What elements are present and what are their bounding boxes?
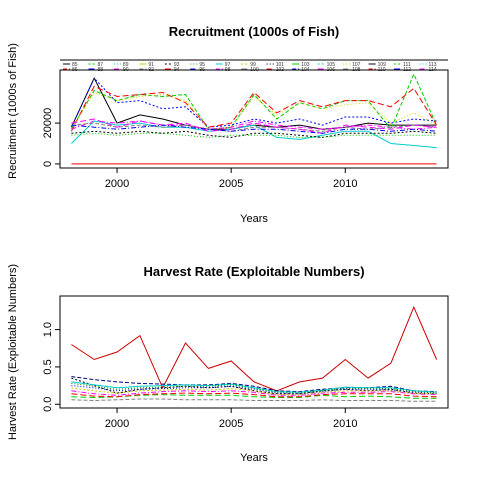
recruitment-legend-label-17: 101	[276, 62, 285, 68]
recruitment-series-line-9	[71, 130, 437, 138]
harvest-rate-x-tick-label-1: 2000	[105, 418, 129, 430]
recruitment-plot-frame	[59, 69, 449, 169]
harvest-rate-series-line-10	[71, 392, 437, 398]
harvest-rate-series-line-5	[71, 385, 437, 395]
recruitment-legend-label-3: 87	[97, 62, 103, 68]
recruitment-series-line-8	[71, 122, 437, 132]
recruitment-legend-label-5: 89	[123, 62, 129, 68]
recruitment-legend-label-19: 103	[301, 62, 310, 68]
recruitment-y-tick-label-2: 20000	[42, 108, 54, 139]
recruitment-series-line-7	[71, 120, 437, 149]
harvest-rate-y-tick-label-1: 0.0	[42, 397, 54, 412]
harvest-rate-series-line-8	[71, 398, 437, 402]
harvest-rate-ylabel: Harvest Rate (Exploitable Numbers)	[7, 264, 19, 440]
harvest-rate-xlabel: Years	[240, 452, 268, 464]
recruitment-legend-label-7: 91	[148, 62, 154, 68]
recruitment-legend-label-29: 113	[429, 62, 437, 68]
recruitment-title: Recruitment (1000s of Fish)	[169, 24, 340, 39]
recruitment-panel: Recruitment (1000s of Fish) Years Recrui…	[7, 24, 449, 225]
harvest-rate-series-line-1	[71, 305, 438, 392]
recruitment-series-line-5	[70, 91, 437, 130]
recruitment-series-line-11	[71, 132, 437, 138]
harvest-rate-series-line-2	[71, 376, 437, 393]
recruitment-series-line-12	[71, 124, 437, 134]
recruitment-x-tick-label-1: 2000	[105, 178, 129, 190]
recruitment-x-tick-label-3: 2010	[333, 178, 357, 190]
harvest-rate-series-line-7	[71, 381, 437, 393]
harvest-rate-series-line-9	[71, 387, 437, 396]
recruitment-legend-label-1: 85	[72, 62, 78, 68]
recruitment-legend-label-13: 97	[225, 62, 231, 68]
recruitment-y-tick-label-1: 0	[42, 161, 54, 167]
recruitment-legend-label-9: 93	[174, 62, 180, 68]
harvest-rate-series-line-4	[71, 394, 437, 399]
recruitment-legend-label-21: 105	[327, 62, 336, 68]
recruitment-legend-label-11: 95	[199, 62, 205, 68]
harvest-rate-y-tick-label-2: 0.5	[42, 359, 54, 374]
harvest-rate-panel: Harvest Rate (Exploitable Numbers) Years…	[7, 264, 449, 464]
recruitment-axes: 2000 2005 2010 0 20000	[42, 108, 358, 190]
harvest-rate-axes: 2000 2005 2010 0.0 0.5 1.0	[42, 322, 358, 430]
recruitment-series-group	[70, 72, 438, 165]
recruitment-legend-label-23: 107	[352, 62, 361, 68]
harvest-rate-series-line-6	[71, 390, 437, 396]
recruitment-xlabel: Years	[240, 213, 268, 225]
harvest-rate-series-line-11	[71, 382, 437, 394]
recruitment-legend-label-25: 109	[378, 62, 387, 68]
harvest-rate-series-group	[71, 305, 438, 402]
harvest-rate-x-tick-label-3: 2010	[333, 418, 357, 430]
recruitment-series-line-4	[70, 85, 438, 132]
harvest-rate-y-tick-label-3: 1.0	[42, 322, 54, 337]
recruitment-series-line-2	[70, 72, 438, 131]
harvest-rate-x-tick-label-2: 2005	[219, 418, 243, 430]
harvest-rate-plot-frame	[59, 295, 449, 409]
recruitment-x-tick-label-2: 2005	[219, 178, 243, 190]
recruitment-ylabel: Recruitment (1000s of Fish)	[7, 43, 19, 179]
recruitment-legend-label-15: 99	[250, 62, 256, 68]
recruitment-series-line-10	[71, 118, 437, 134]
harvest-rate-title: Harvest Rate (Exploitable Numbers)	[143, 264, 364, 279]
recruitment-legend-label-27: 111	[403, 62, 411, 68]
recruitment-series-line-6	[71, 120, 437, 130]
